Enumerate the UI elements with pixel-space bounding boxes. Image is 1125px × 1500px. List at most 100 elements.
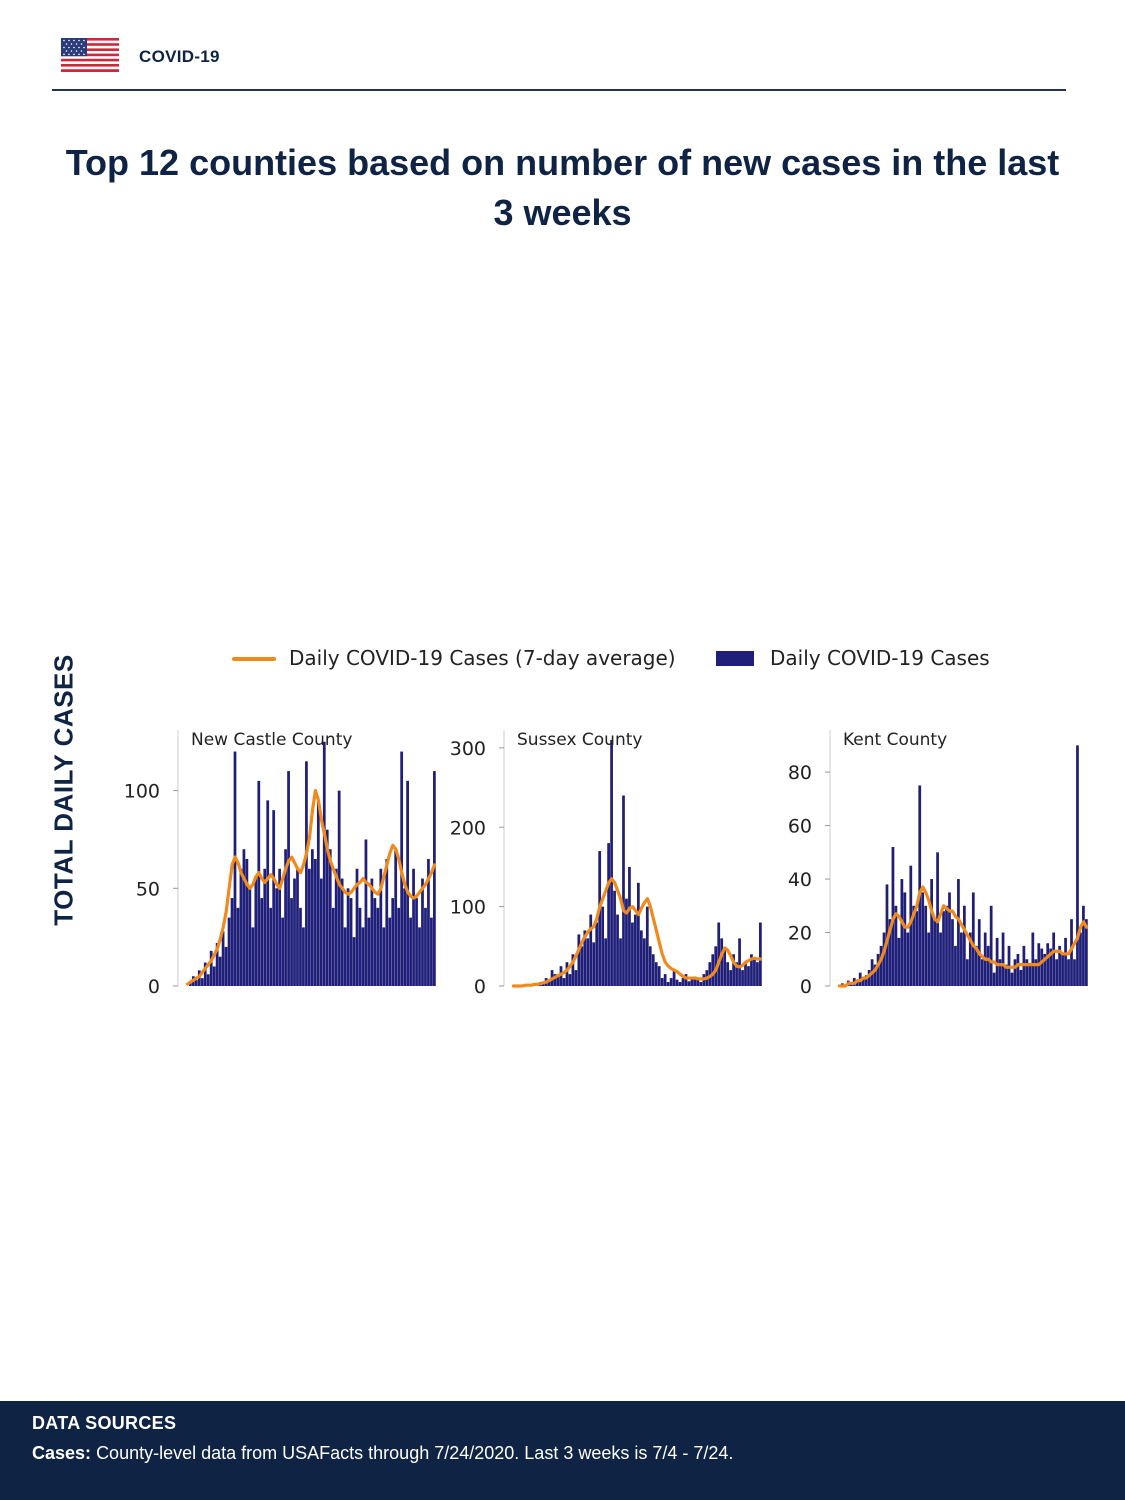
- bar: [912, 905, 916, 986]
- bar: [660, 978, 664, 986]
- bar: [1073, 959, 1076, 986]
- bar: [1019, 969, 1023, 986]
- bar: [684, 974, 688, 986]
- bar: [1085, 919, 1088, 986]
- avg-line: [511, 877, 763, 988]
- bar: [986, 945, 990, 986]
- bar: [388, 917, 392, 986]
- y-tick-label: 0: [474, 976, 486, 998]
- bar: [651, 954, 655, 986]
- bar: [1055, 959, 1058, 986]
- bar: [867, 969, 871, 986]
- y-tick-label: 0: [800, 976, 812, 998]
- bar: [992, 972, 996, 986]
- bar: [625, 898, 628, 986]
- bar: [397, 907, 401, 986]
- bar: [903, 892, 907, 986]
- bar: [675, 979, 679, 986]
- bar: [1082, 905, 1085, 986]
- panel-title: Kent County: [843, 730, 947, 750]
- bar: [275, 888, 279, 986]
- y-tick-label: 80: [788, 762, 812, 784]
- bar: [580, 946, 584, 986]
- bar: [412, 868, 415, 986]
- bar: [708, 962, 712, 986]
- bar: [607, 843, 610, 987]
- bar: [639, 930, 643, 986]
- bar: [284, 849, 287, 986]
- bar: [427, 859, 430, 986]
- bar: [613, 890, 616, 986]
- bar: [1031, 932, 1035, 986]
- us-flag-icon: [61, 38, 119, 72]
- bar: [645, 906, 649, 987]
- bar: [1067, 959, 1070, 986]
- bar: [358, 907, 362, 986]
- bar: [1043, 953, 1047, 986]
- bar: [278, 868, 281, 986]
- bar: [385, 859, 389, 986]
- bar: [980, 959, 984, 986]
- bar: [1004, 964, 1008, 986]
- bar: [696, 979, 700, 986]
- bar: [601, 906, 605, 987]
- bar: [759, 922, 762, 986]
- bar: [565, 962, 569, 986]
- bar: [906, 932, 910, 986]
- bar: [1046, 943, 1050, 986]
- bar: [260, 898, 264, 986]
- bar: [666, 982, 670, 986]
- avg-line: [837, 885, 1089, 988]
- bar: [313, 859, 317, 986]
- bar: [648, 946, 652, 986]
- bar: [954, 945, 957, 986]
- bar: [882, 932, 886, 986]
- bar: [224, 946, 228, 986]
- bar: [1070, 919, 1073, 986]
- bar: [642, 938, 646, 987]
- legend-line-swatch: [232, 657, 276, 661]
- bar: [230, 898, 234, 986]
- bar: [364, 839, 368, 986]
- panel-title: Sussex County: [517, 730, 642, 750]
- bar: [308, 868, 311, 986]
- bar: [723, 950, 727, 986]
- bar: [968, 932, 972, 986]
- bar: [415, 898, 418, 986]
- bar: [296, 868, 299, 986]
- bar: [370, 878, 374, 986]
- bar: [257, 780, 261, 986]
- bar: [209, 950, 213, 986]
- bar: [628, 866, 631, 986]
- bar: [995, 937, 999, 986]
- footer-cases-label: Cases:: [32, 1443, 92, 1463]
- bar: [218, 956, 222, 986]
- bar: [1025, 959, 1029, 986]
- bar: [634, 914, 637, 986]
- bar: [236, 907, 240, 986]
- bar: [750, 954, 753, 986]
- bar: [951, 919, 954, 986]
- bar: [394, 849, 398, 986]
- bar: [430, 917, 433, 986]
- bar: [654, 962, 658, 986]
- bar: [945, 905, 948, 986]
- page-title: Top 12 counties based on number of new c…: [65, 142, 1060, 233]
- bar: [888, 919, 892, 986]
- bar: [406, 780, 409, 986]
- bar: [729, 970, 732, 987]
- bar: [948, 892, 951, 986]
- bar: [559, 966, 563, 986]
- bar: [421, 878, 424, 986]
- bar: [293, 878, 296, 986]
- bar: [1013, 959, 1017, 986]
- bar: [242, 849, 246, 986]
- bar: [287, 771, 290, 986]
- bar: [227, 917, 231, 986]
- bar: [239, 868, 243, 986]
- bar: [915, 911, 919, 986]
- footer-title: DATA SOURCES: [32, 1413, 177, 1433]
- bar: [939, 932, 942, 986]
- bar: [328, 849, 332, 986]
- y-tick-label: 50: [136, 878, 160, 900]
